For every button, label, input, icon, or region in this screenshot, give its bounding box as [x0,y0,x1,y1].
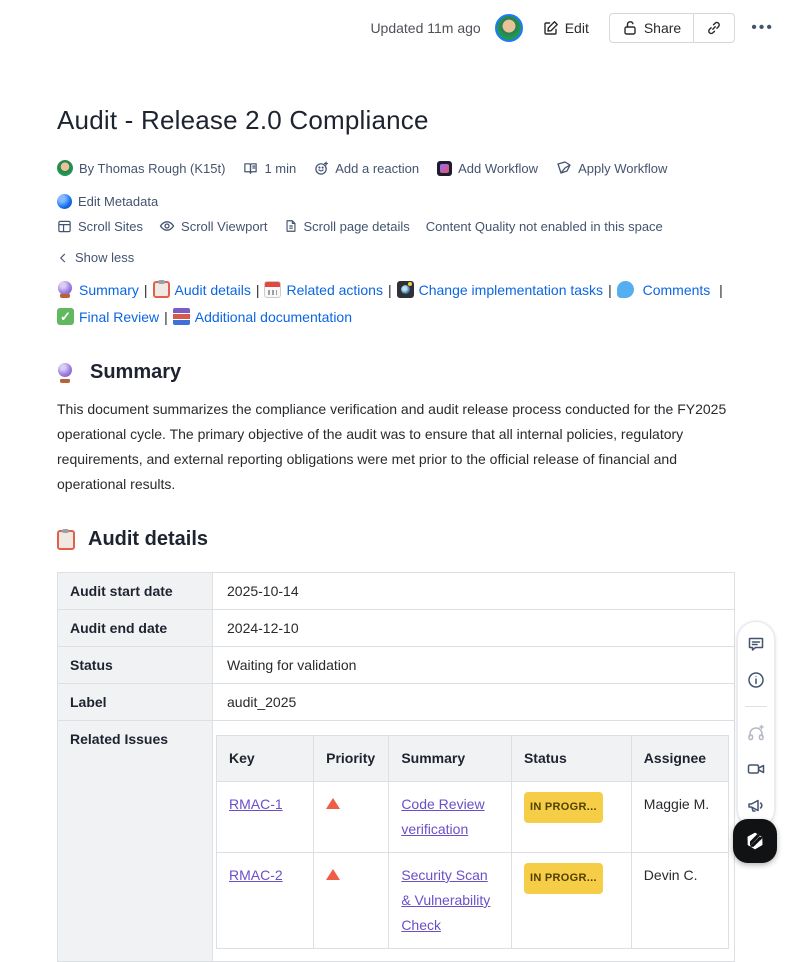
field-value: audit_2025 [212,683,735,721]
page-header-toolbar: Updated 11m ago Edit Share [0,0,792,46]
column-header-priority: Priority [313,735,390,782]
audit-details-table: Audit start date 2025-10-14 Audit end da… [57,572,735,962]
read-time: 1 min [243,161,296,176]
listen-headphones-icon[interactable] [746,723,766,743]
page-tools-row: Scroll Sites Scroll Viewport Scroll page… [57,218,735,265]
field-value: 2025-10-14 [212,572,735,610]
column-header-summary: Summary [388,735,512,782]
field-label: Label [57,683,213,721]
toc-link-related-actions[interactable]: Related actions [286,282,383,298]
comments-icon[interactable] [746,634,766,654]
author-byline: By Thomas Rough (K15t) [57,160,225,176]
edit-metadata-button[interactable]: Edit Metadata [57,194,158,209]
add-reaction-button[interactable]: Add a reaction [314,161,419,176]
floating-tools-rail [737,621,775,828]
chevron-left-icon [57,252,69,264]
toc-link-summary[interactable]: Summary [79,282,139,298]
video-camera-icon[interactable] [746,759,766,779]
author-avatar [57,160,73,176]
camera-flash-icon [396,281,414,298]
column-header-status: Status [510,735,632,782]
issue-key-link[interactable]: RMAC-2 [229,867,283,883]
apply-workflow-icon [556,160,572,176]
toc-link-comments[interactable]: Comments [642,282,711,298]
toc-link-final-review[interactable]: Final Review [79,309,160,325]
more-actions-button[interactable]: ••• [751,18,774,36]
table-header-row: Key Priority Summary Status Assignee [215,735,730,782]
check-mark-icon [57,308,74,325]
scroll-sites-icon [57,219,72,234]
info-icon[interactable] [746,670,766,690]
add-reaction-smiley-icon [314,161,329,176]
field-label: Status [57,646,213,684]
updated-timestamp: Updated 11m ago [370,19,481,36]
page-title: Audit - Release 2.0 Compliance [57,105,429,135]
table-row: Audit end date 2024-12-10 [57,609,735,647]
apply-workflow-button[interactable]: Apply Workflow [556,160,667,176]
priority-high-icon [326,869,341,880]
field-label: Audit start date [57,572,213,610]
crystal-ball-icon [57,281,74,298]
megaphone-icon[interactable] [746,795,766,815]
eye-icon [159,218,175,234]
add-workflow-app-icon [437,160,453,176]
rail-divider [745,706,767,707]
speech-balloon-icon [616,281,634,298]
unlocked-padlock-icon [622,20,638,36]
summary-heading: Summary [57,361,735,384]
toc-link-change-implementation-tasks[interactable]: Change implementation tasks [418,282,604,298]
assignee-name: Devin C. [630,852,730,949]
clipboard-icon [57,528,75,550]
edit-metadata-icon [57,194,72,209]
field-value: Waiting for validation [212,646,735,684]
issue-key-link[interactable]: RMAC-1 [229,796,283,812]
related-issues-table: Key Priority Summary Status Assignee RMA… [215,735,730,949]
summary-paragraph: This document summarizes the compliance … [57,401,727,492]
audit-details-heading: Audit details [57,528,735,551]
table-row: Audit start date 2025-10-14 [57,572,735,610]
crystal-ball-icon [57,362,77,383]
assistant-chat-button[interactable] [733,819,777,863]
toc-link-additional-documentation[interactable]: Additional documentation [194,309,353,325]
books-icon [172,308,190,325]
assignee-name: Maggie M. [630,781,730,853]
priority-high-icon [326,798,341,809]
issue-summary-link[interactable]: Code Review verification [401,796,485,837]
table-row: Related Issues Key Priority Summary Stat… [57,720,735,962]
status-badge[interactable]: IN PROGR... [523,863,603,894]
scroll-viewport-button[interactable]: Scroll Viewport [159,218,268,234]
scroll-page-details-button[interactable]: Scroll page details [284,219,410,234]
share-button[interactable]: Share [610,14,693,42]
link-icon [706,20,722,36]
column-header-key: Key [215,735,315,782]
edit-pencil-icon [543,20,559,36]
assistant-logo-icon [744,830,766,852]
button-divider [693,13,695,42]
byline-row: By Thomas Rough (K15t) 1 min [57,160,735,209]
field-label: Audit end date [57,609,213,647]
show-less-button[interactable]: Show less [57,250,134,265]
copy-link-button[interactable] [694,14,734,42]
page-details-icon [284,219,298,233]
status-badge[interactable]: IN PROGR... [523,792,603,823]
field-value: 2024-12-10 [212,609,735,647]
table-of-contents-links: Summary | Audit details | Related actions | Ch… [57,277,735,331]
scroll-sites-button[interactable]: Scroll Sites [57,219,143,234]
related-issues-label: Related Issues [57,720,213,962]
edit-button[interactable]: Edit [533,14,599,42]
column-header-assignee: Assignee [630,735,730,782]
table-row: Status Waiting for validation [57,646,735,684]
table-row: Label audit_2025 [57,683,735,721]
add-workflow-button[interactable]: Add Workflow [437,160,538,176]
toc-link-audit-details[interactable]: Audit details [174,282,251,298]
issue-row: RMAC-1 Code Review verification IN PROGR… [215,781,730,853]
open-book-icon [243,161,258,176]
avatar[interactable] [494,13,523,42]
share-button-group: Share [608,12,736,43]
issue-row: RMAC-2 Security Scan & Vulnerability Che… [215,852,730,949]
content-quality-status: Content Quality not enabled in this spac… [425,218,663,234]
clipboard-icon [152,280,170,298]
calendar-icon [264,281,282,298]
